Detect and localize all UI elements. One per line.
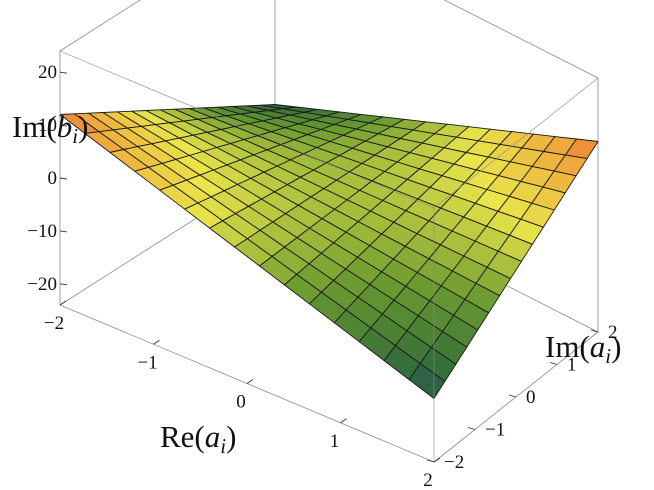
x-axis-title: Re(ai) bbox=[160, 419, 236, 458]
x-tick-label: 2 bbox=[423, 470, 433, 490]
y-tick-mark bbox=[467, 427, 476, 430]
y-tick-mark bbox=[508, 394, 517, 398]
y-tick-label: 2 bbox=[608, 322, 618, 343]
z-tick-mark bbox=[59, 71, 68, 74]
z-axis-title: Im(bi) bbox=[12, 109, 88, 148]
z-tick-label: −20 bbox=[27, 274, 57, 295]
x-tick-label: −1 bbox=[137, 352, 157, 373]
z-tick-label: −10 bbox=[27, 221, 57, 242]
x-tick-mark bbox=[340, 418, 347, 424]
z-tick-label: 20 bbox=[38, 62, 57, 83]
y-tick-mark bbox=[590, 329, 599, 333]
z-tick-label: 10 bbox=[38, 115, 57, 136]
surface-mesh bbox=[59, 104, 599, 399]
y-tick-label: −1 bbox=[485, 420, 505, 441]
box-edge bbox=[59, 0, 141, 52]
y-tick-label: −2 bbox=[444, 452, 464, 473]
x-tick-label: 0 bbox=[236, 392, 246, 413]
box-edge bbox=[59, 50, 435, 209]
x-tick-label: −2 bbox=[44, 313, 64, 334]
x-tick-label: 1 bbox=[330, 431, 340, 452]
z-tick-mark bbox=[59, 283, 68, 286]
z-tick-mark bbox=[59, 230, 68, 233]
z-tick-label: 0 bbox=[48, 168, 58, 189]
y-axis-title: Im(ai) bbox=[545, 329, 621, 368]
y-tick-label: 1 bbox=[567, 355, 577, 376]
x-tick-mark bbox=[433, 457, 441, 463]
x-tick-mark bbox=[153, 339, 160, 345]
y-tick-mark bbox=[549, 362, 558, 365]
surface-patch bbox=[408, 363, 446, 399]
z-tick-mark bbox=[59, 177, 68, 180]
y-tick-mark bbox=[426, 459, 435, 463]
y-tick-label: 0 bbox=[526, 387, 536, 408]
z-tick-mark bbox=[59, 124, 68, 127]
box-edge bbox=[443, 0, 599, 79]
box-edge bbox=[433, 77, 599, 209]
x-tick-mark bbox=[59, 300, 67, 306]
x-tick-mark bbox=[246, 379, 254, 384]
